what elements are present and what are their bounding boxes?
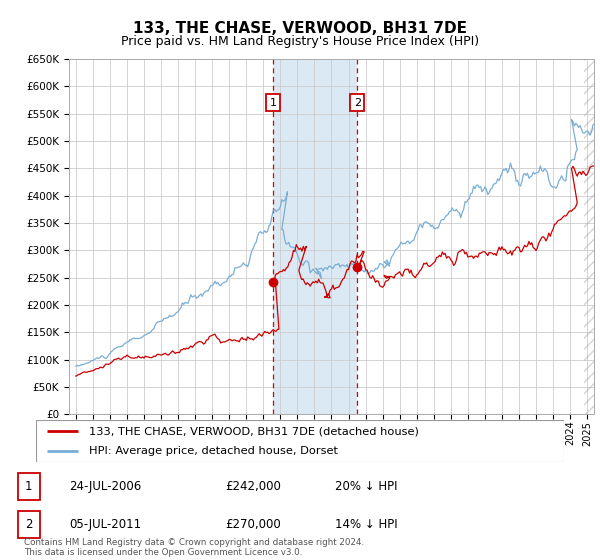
Text: 2: 2: [353, 97, 361, 108]
Text: 133, THE CHASE, VERWOOD, BH31 7DE: 133, THE CHASE, VERWOOD, BH31 7DE: [133, 21, 467, 36]
Text: Contains HM Land Registry data © Crown copyright and database right 2024.
This d: Contains HM Land Registry data © Crown c…: [24, 538, 364, 557]
Text: 1: 1: [25, 480, 32, 493]
Bar: [18, 511, 40, 538]
Text: 1: 1: [269, 97, 277, 108]
Text: 14% ↓ HPI: 14% ↓ HPI: [335, 518, 397, 531]
Text: £242,000: £242,000: [225, 480, 281, 493]
Text: 2: 2: [25, 518, 32, 531]
Text: 24-JUL-2006: 24-JUL-2006: [70, 480, 142, 493]
Bar: [273, 59, 357, 414]
Text: HPI: Average price, detached house, Dorset: HPI: Average price, detached house, Dors…: [89, 446, 338, 456]
Text: 20% ↓ HPI: 20% ↓ HPI: [335, 480, 397, 493]
Bar: [18, 473, 40, 500]
Text: £270,000: £270,000: [225, 518, 281, 531]
Text: 05-JUL-2011: 05-JUL-2011: [70, 518, 142, 531]
Text: Price paid vs. HM Land Registry's House Price Index (HPI): Price paid vs. HM Land Registry's House …: [121, 35, 479, 48]
Text: 133, THE CHASE, VERWOOD, BH31 7DE (detached house): 133, THE CHASE, VERWOOD, BH31 7DE (detac…: [89, 426, 419, 436]
